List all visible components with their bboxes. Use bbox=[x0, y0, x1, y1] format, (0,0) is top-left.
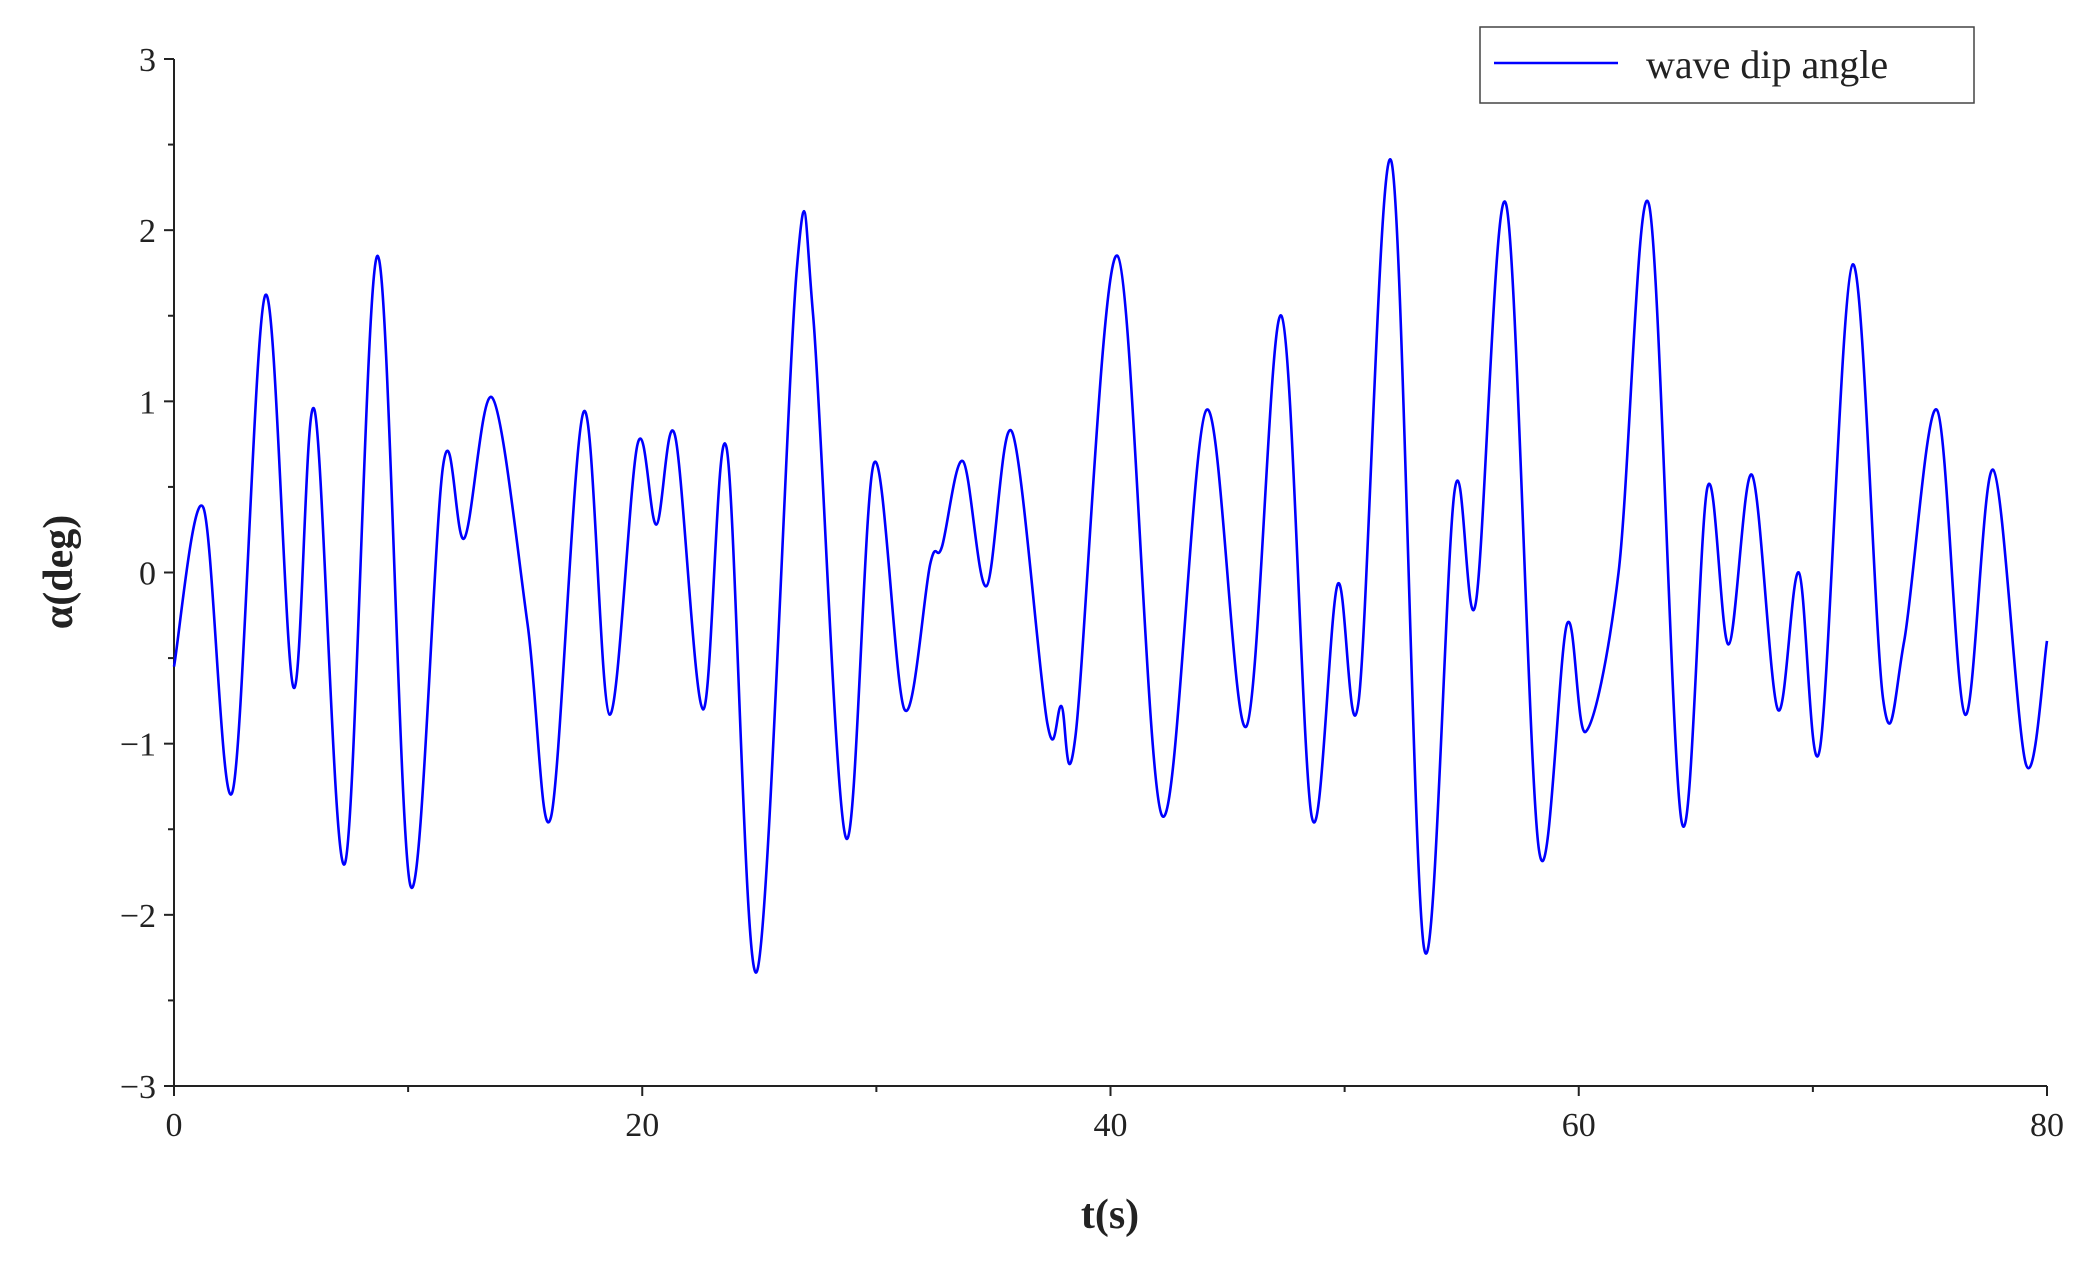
x-tick-label: 60 bbox=[1562, 1107, 1596, 1144]
y-tick-label: −3 bbox=[120, 1069, 156, 1106]
y-tick-label: 1 bbox=[139, 384, 156, 421]
y-tick-label: −2 bbox=[120, 898, 156, 935]
y-tick-label: 3 bbox=[139, 42, 156, 79]
legend-label: wave dip angle bbox=[1646, 42, 1888, 87]
x-axis-title: t(s) bbox=[1081, 1192, 1139, 1238]
x-tick-label: 80 bbox=[2030, 1107, 2064, 1144]
legend-box bbox=[1479, 26, 1975, 104]
data-line bbox=[172, 158, 2049, 974]
y-tick-label: 0 bbox=[139, 556, 156, 593]
x-tick-label: 40 bbox=[1094, 1107, 1128, 1144]
x-tick-label: 0 bbox=[166, 1107, 183, 1144]
y-tick-label: −1 bbox=[120, 727, 156, 764]
y-axis-title: α(deg) bbox=[36, 515, 82, 629]
y-tick-label: 2 bbox=[139, 213, 156, 250]
x-tick-label: 20 bbox=[625, 1107, 659, 1144]
